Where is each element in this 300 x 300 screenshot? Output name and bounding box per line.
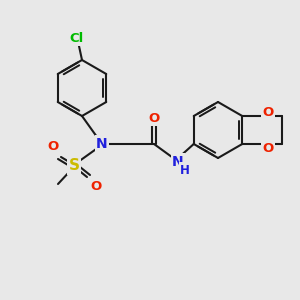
Text: O: O — [262, 142, 274, 154]
Text: N: N — [96, 137, 108, 151]
Text: H: H — [180, 164, 190, 176]
Text: O: O — [47, 140, 58, 154]
Text: S: S — [68, 158, 80, 173]
Text: O: O — [148, 112, 160, 124]
Text: Cl: Cl — [70, 32, 84, 44]
Text: N: N — [172, 155, 184, 169]
Text: O: O — [262, 106, 274, 118]
Text: O: O — [90, 181, 102, 194]
